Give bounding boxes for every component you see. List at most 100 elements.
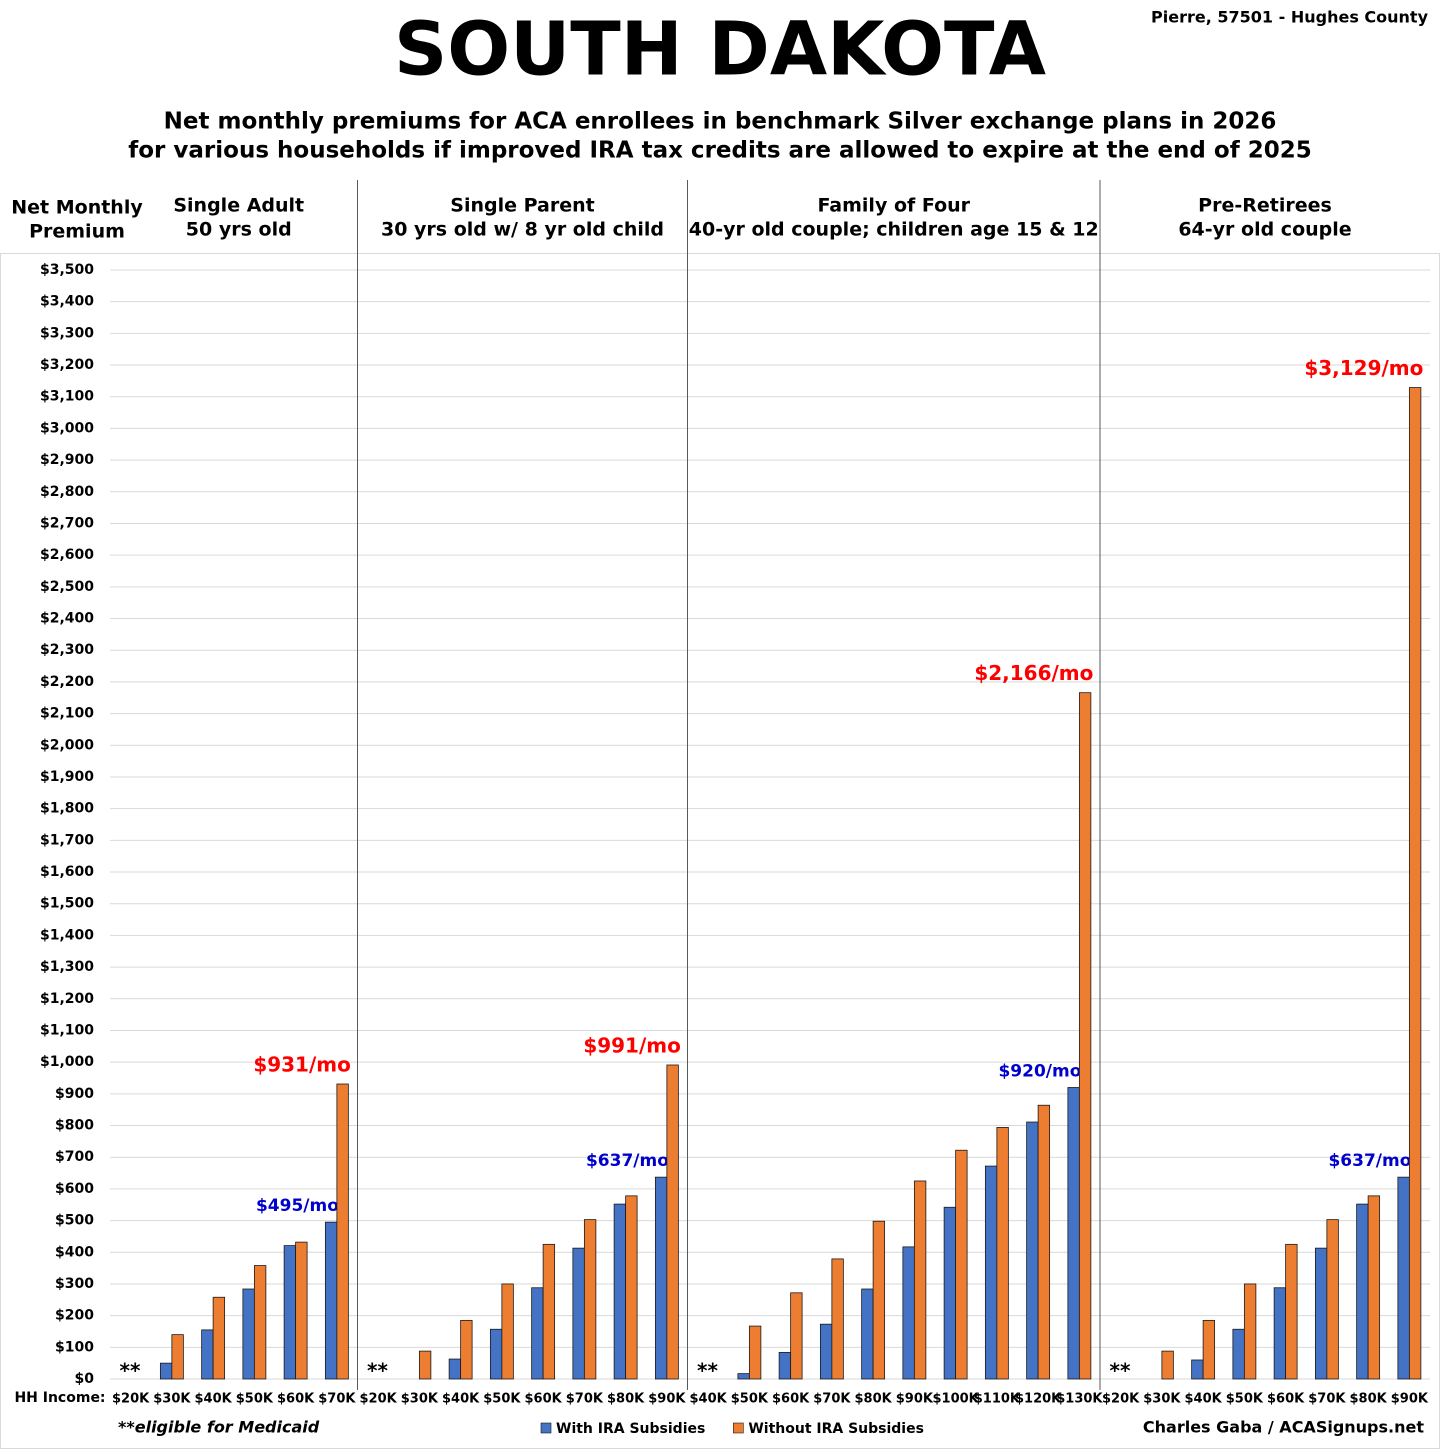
x-axis-label: HH Income: (14, 1390, 105, 1406)
bar (1314, 1247, 1328, 1380)
bar (1356, 1203, 1369, 1380)
x-tick-label: $90K (896, 1392, 934, 1407)
bar (1367, 1195, 1381, 1380)
x-tick-label: $40K (1185, 1392, 1223, 1407)
bar (654, 1176, 668, 1380)
bar (778, 1351, 792, 1380)
y-tick-label: $3,400 (40, 294, 94, 310)
bar (1202, 1319, 1216, 1380)
y-tick-label: $2,100 (40, 706, 94, 722)
bar (418, 1350, 432, 1380)
x-tick-label: $70K (566, 1392, 604, 1407)
chart-subtitle: for various households if improved IRA t… (128, 138, 1311, 164)
location: Pierre, 57501 - Hughes County (1151, 8, 1429, 27)
medicaid-note: ** (1110, 1359, 1131, 1383)
panel-title: Family of Four (817, 195, 970, 217)
y-tick-label: $2,200 (40, 674, 94, 690)
y-tick-label: $3,100 (40, 389, 94, 405)
x-tick-label: $20K (360, 1392, 398, 1407)
plot-frame (0, 253, 1440, 1449)
bar (1161, 1350, 1174, 1380)
y-tick-label: $2,000 (40, 737, 94, 753)
value-label: $637/mo (1328, 1151, 1411, 1171)
bar (1191, 1359, 1204, 1380)
y-tick-label: $2,500 (40, 579, 94, 595)
bar (1243, 1283, 1257, 1380)
legend-swatch (540, 1422, 552, 1434)
y-tick-label: $2,400 (40, 611, 94, 627)
panel-title: Pre-Retirees (1198, 195, 1332, 217)
bar (212, 1296, 226, 1380)
y-tick-label: $300 (55, 1276, 94, 1292)
bar (955, 1149, 968, 1380)
x-tick-label: $60K (277, 1392, 315, 1407)
bar (583, 1219, 597, 1380)
y-tick-label: $700 (55, 1149, 94, 1165)
legend-label: Without IRA Subsidies (748, 1421, 924, 1437)
x-tick-label: $30K (1143, 1392, 1181, 1407)
bar (984, 1165, 998, 1380)
medicaid-note: ** (120, 1359, 141, 1383)
y-tick-label: $2,600 (40, 547, 94, 563)
bar (861, 1288, 874, 1380)
x-tick-label: $100K (932, 1392, 979, 1407)
value-label: $991/mo (583, 1033, 681, 1057)
bar (913, 1180, 927, 1380)
x-tick-label: $50K (1226, 1392, 1264, 1407)
bar (996, 1127, 1009, 1380)
bar (748, 1325, 762, 1380)
y-tick-label: $1,300 (40, 959, 94, 975)
bar (831, 1258, 844, 1380)
x-tick-label: $80K (607, 1392, 645, 1407)
x-tick-label: $40K (195, 1392, 233, 1407)
bar (1326, 1219, 1339, 1380)
panel-title: Single Parent (450, 195, 594, 217)
bar (242, 1288, 255, 1380)
bar (501, 1283, 514, 1380)
bar (324, 1221, 338, 1380)
value-label: $3,129/mo (1304, 356, 1423, 380)
bar (489, 1328, 503, 1380)
x-tick-label: $90K (648, 1392, 686, 1407)
panel-subtitle: 64-yr old couple (1178, 219, 1351, 241)
bar (790, 1292, 803, 1380)
x-tick-label: $50K (236, 1392, 274, 1407)
bar (283, 1245, 297, 1380)
bar (1408, 387, 1422, 1380)
y-axis-label: Premium (29, 221, 125, 243)
legend-label: With IRA Subsidies (556, 1421, 705, 1437)
y-tick-label: $3,200 (40, 357, 94, 373)
x-tick-label: $20K (112, 1392, 150, 1407)
credit: Charles Gaba / ACASignups.net (1143, 1418, 1424, 1437)
bar (572, 1247, 585, 1380)
y-axis-label: Net Monthly (11, 197, 143, 219)
y-tick-label: $400 (55, 1244, 94, 1260)
bar (1067, 1087, 1080, 1380)
x-tick-label: $30K (153, 1392, 191, 1407)
y-tick-label: $3,300 (40, 325, 94, 341)
bar (625, 1195, 638, 1380)
x-tick-label: $20K (1102, 1392, 1140, 1407)
bar (531, 1287, 544, 1380)
y-tick-label: $600 (55, 1181, 94, 1197)
bar (666, 1064, 679, 1380)
x-tick-label: $110K (974, 1392, 1021, 1407)
x-tick-label: $70K (318, 1392, 356, 1407)
panel-subtitle: 40-yr old couple; children age 15 & 12 (689, 219, 1099, 241)
x-tick-label: $130K (1056, 1392, 1103, 1407)
value-label: $920/mo (998, 1061, 1081, 1081)
bar (336, 1083, 349, 1380)
y-tick-label: $900 (55, 1086, 94, 1102)
y-tick-label: $1,000 (40, 1054, 94, 1070)
x-tick-label: $50K (483, 1392, 521, 1407)
bar (159, 1362, 173, 1380)
bar (542, 1243, 556, 1380)
y-tick-label: $1,500 (40, 896, 94, 912)
panel-title: Single Adult (173, 195, 304, 217)
y-tick-label: $100 (55, 1339, 94, 1355)
y-tick-label: $1,600 (40, 864, 94, 880)
x-tick-label: $80K (1350, 1392, 1388, 1407)
medicaid-note: ** (367, 1359, 388, 1383)
y-tick-label: $500 (55, 1213, 94, 1229)
bar (460, 1319, 473, 1380)
